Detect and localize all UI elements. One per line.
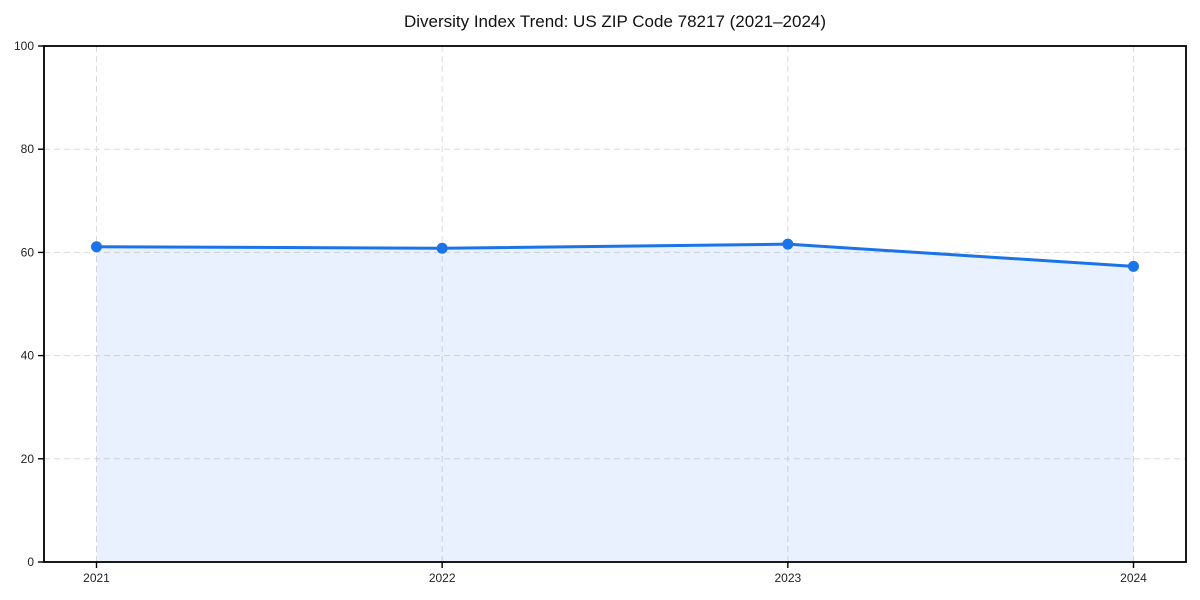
data-point-2022 <box>436 242 448 254</box>
chart-title: Diversity Index Trend: US ZIP Code 78217… <box>404 12 826 31</box>
x-axis-tick-label-2024: 2024 <box>1120 571 1147 585</box>
x-axis-tick-label-2021: 2021 <box>83 571 110 585</box>
data-point-2024 <box>1128 260 1139 272</box>
plot-border <box>43 45 1187 563</box>
trend-line <box>95 242 1135 268</box>
data-point-2021 <box>91 241 102 253</box>
x-axis-tick-label-2023: 2023 <box>774 571 801 585</box>
axis-layer: 0 20 40 60 80 100 2021 2022 2023 2024 <box>14 39 1187 585</box>
area-fill <box>96 244 1134 563</box>
y-axis-tick-label-20: 20 <box>21 452 35 466</box>
y-axis-tick-label-80: 80 <box>21 142 35 156</box>
y-axis-tick-label-100: 100 <box>14 39 34 53</box>
y-axis-tick-label-40: 40 <box>21 349 35 363</box>
series-layer <box>91 238 1139 563</box>
x-axis-tick-label-2022: 2022 <box>429 571 456 585</box>
y-axis-tick-label-0: 0 <box>27 555 34 569</box>
grid-layer <box>44 46 1186 562</box>
y-axis-tick-label-60: 60 <box>21 245 35 259</box>
data-point-2023 <box>782 238 794 250</box>
